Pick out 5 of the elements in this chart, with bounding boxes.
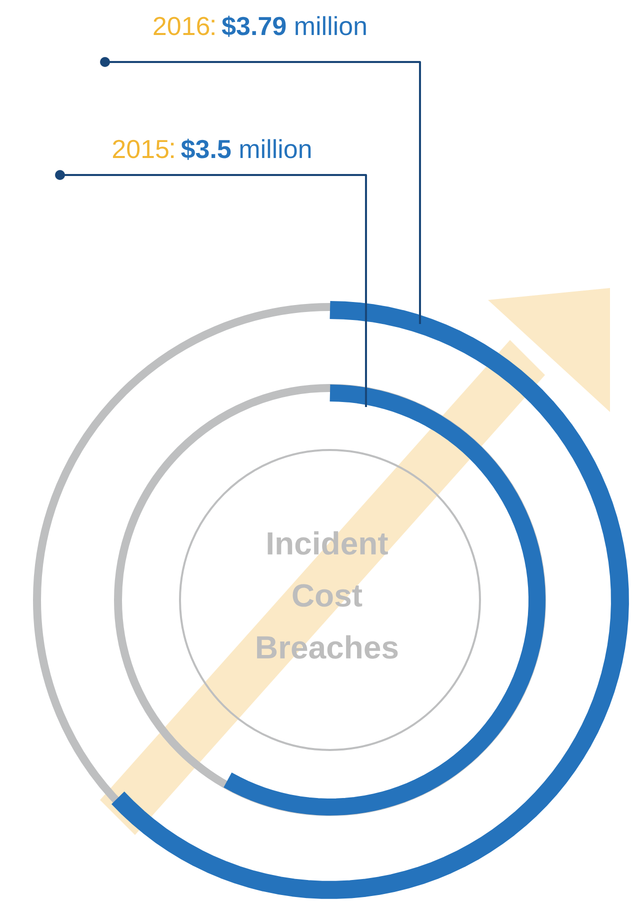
- data-label: $3.79 million: [222, 16, 366, 37]
- text: Incident Cost Breaches: [257, 531, 398, 659]
- category-label: 2016: [154, 16, 210, 36]
- category-label: 2015: [112, 140, 168, 158]
- data-label: $3.5 million: [181, 138, 311, 160]
